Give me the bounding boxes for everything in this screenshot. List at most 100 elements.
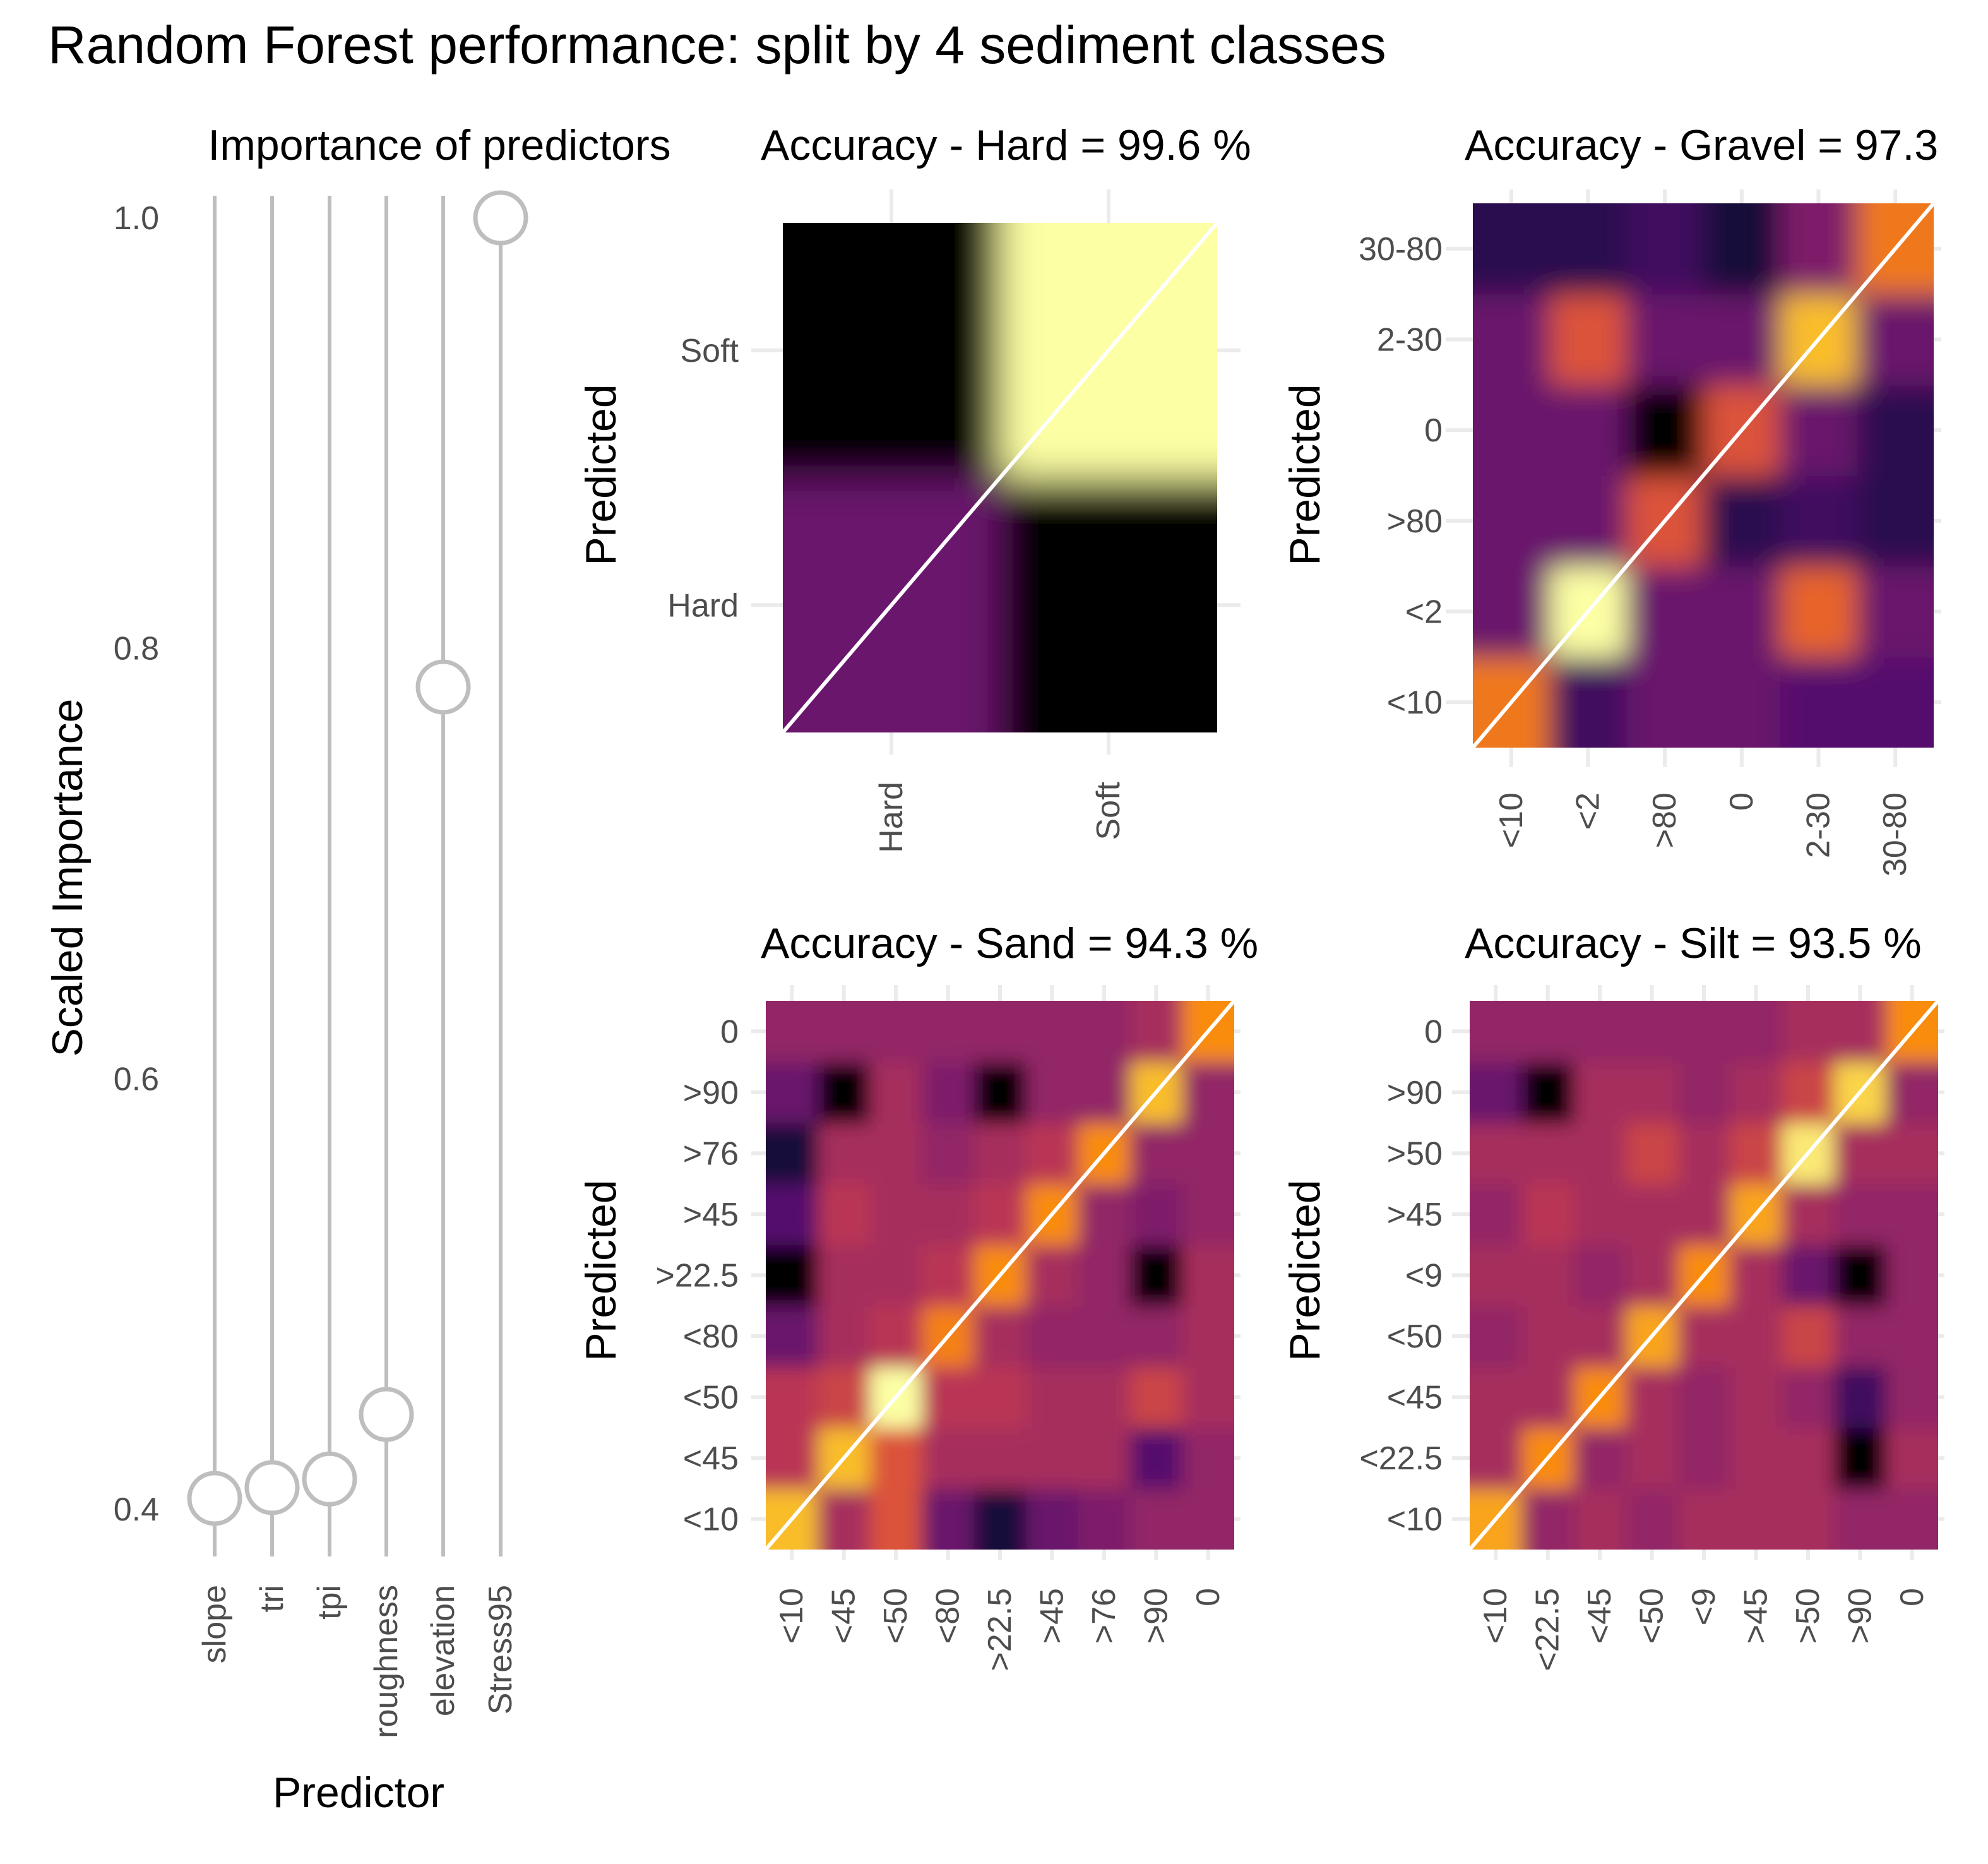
sand-cell-gt45-0	[1026, 1001, 1079, 1063]
importance-point-tpi	[302, 1451, 357, 1507]
silt-y-tick-gt45: >45	[1387, 1197, 1443, 1233]
gravel-cell-gt80-2-30	[1626, 294, 1704, 386]
silt-cell-gt90-gt45	[1834, 1183, 1887, 1246]
sand-x-ticks: <10 <45 <50 <80 >22.5 >45 >76 >90 0	[773, 1588, 1227, 1671]
silt-cell-lt9-gt90	[1677, 1061, 1731, 1124]
sand-cell-gt90-gt76	[1130, 1123, 1183, 1185]
silt-x-tick-lt45: <45	[1581, 1588, 1618, 1644]
silt-cell-gt45-lt9	[1730, 1245, 1783, 1306]
gravel-cell-lt10-gt80	[1473, 475, 1551, 567]
silt-cell-0-lt10	[1886, 1488, 1938, 1550]
silt-cell-lt10-gt50	[1470, 1123, 1523, 1185]
sand-panel-title: Accuracy - Sand = 94.3 %	[761, 919, 1258, 967]
sand-x-tick-gt22-5: >22.5	[982, 1588, 1018, 1671]
importance-y-axis-title: Scaled Importance	[44, 699, 92, 1057]
gravel-x-tick-0: 0	[1723, 792, 1760, 811]
hard-x-tick-hard: Hard	[873, 782, 910, 853]
sand-x-tick-gt76: >76	[1086, 1588, 1122, 1644]
sand-cell-lt10-gt45	[766, 1183, 819, 1246]
sand-x-tick-lt80: <80	[930, 1588, 967, 1644]
gravel-cell-lt2-gt80	[1549, 475, 1628, 567]
silt-x-ticks: <10 <22.5 <45 <50 <9 >45 >50 >90 0	[1477, 1588, 1931, 1671]
sand-cell-gt90-gt22-5	[1130, 1245, 1183, 1306]
importance-point-roughness	[359, 1387, 414, 1442]
sand-cell-gt76-gt22-5	[1078, 1245, 1131, 1306]
sand-cell-lt80-gt45	[922, 1183, 975, 1246]
gravel-cell-lt10-lt2	[1473, 566, 1551, 658]
silt-y-tick-lt10: <10	[1387, 1502, 1443, 1538]
sand-cell-lt10-lt45	[766, 1427, 819, 1490]
gravel-cell-0-gt80	[1703, 475, 1781, 567]
silt-cell-gt45-gt50	[1730, 1123, 1783, 1185]
silt-panel-title: Accuracy - Silt = 93.5 %	[1465, 919, 1922, 967]
sand-cell-gt76-gt45	[1078, 1183, 1131, 1246]
silt-y-tick-lt9: <9	[1405, 1258, 1443, 1294]
silt-cell-lt45-lt10	[1573, 1488, 1627, 1550]
silt-cell-lt10-lt45	[1470, 1366, 1523, 1428]
gravel-x-tick-lt10: <10	[1493, 792, 1530, 848]
silt-cell-gt90-gt50	[1834, 1123, 1887, 1185]
sand-cell-lt10-gt76	[766, 1123, 819, 1185]
sand-cell-gt90-lt50	[1130, 1366, 1183, 1428]
sand-y-tick-lt10: <10	[683, 1502, 739, 1538]
importance-x-tick-elevation: elevation	[425, 1585, 461, 1716]
sand-cell-lt80-lt10	[922, 1488, 975, 1550]
silt-cell-lt10-lt9	[1470, 1245, 1523, 1306]
gravel-y-tick-0: 0	[1424, 412, 1443, 449]
sand-confusion-panel: Accuracy - Sand = 94.3 % Predicted <10 <4…	[577, 919, 1258, 1671]
silt-cell-lt50-lt45	[1626, 1366, 1679, 1428]
hard-y-tick-hard: Hard	[667, 587, 739, 624]
sand-cell-lt50-gt45	[869, 1183, 923, 1246]
sand-cell-lt80-gt90	[922, 1061, 975, 1124]
sand-cell-gt90-lt80	[1130, 1305, 1183, 1368]
sand-cell-lt45-gt76	[818, 1123, 871, 1185]
gravel-cell-2-30-lt10	[1780, 657, 1858, 748]
silt-cell-gt50-lt9	[1782, 1245, 1835, 1306]
silt-cell-lt50-lt10	[1626, 1488, 1679, 1550]
sand-heatmap	[766, 1001, 1234, 1550]
silt-x-tick-lt22-5: <22.5	[1530, 1588, 1566, 1671]
gravel-cell-2-30-gt80	[1780, 475, 1858, 567]
silt-x-tick-gt90: >90	[1842, 1588, 1878, 1644]
silt-cell-lt45-0	[1573, 1001, 1627, 1063]
sand-cell-0-lt45	[1182, 1427, 1234, 1490]
gravel-cell-lt2-0	[1549, 385, 1628, 476]
silt-cell-lt50-0	[1626, 1001, 1679, 1063]
gravel-y-tick-lt10: <10	[1387, 684, 1443, 721]
silt-cell-0-lt22-5	[1886, 1427, 1938, 1490]
sand-cell-gt45-gt76	[1026, 1123, 1079, 1185]
sand-cell-lt45-gt22-5	[818, 1245, 871, 1306]
gravel-cell-0-lt10	[1703, 657, 1781, 748]
silt-cell-gt90-lt10	[1834, 1488, 1887, 1550]
silt-cell-lt10-0	[1470, 1001, 1523, 1063]
sand-cell-lt45-0	[818, 1001, 871, 1063]
sand-cell-lt45-lt50	[818, 1366, 871, 1428]
hard-y-tick-soft: Soft	[681, 333, 739, 369]
importance-x-tick-tri: tri	[254, 1585, 290, 1612]
gravel-cell-30-80-2-30	[1857, 294, 1934, 386]
main-title: Random Forest performance: split by 4 se…	[48, 15, 1386, 75]
silt-cell-0-lt50	[1886, 1305, 1938, 1368]
hard-x-tick-soft: Soft	[1090, 781, 1127, 840]
gravel-y-tick-lt2: <2	[1405, 594, 1443, 631]
silt-x-tick-lt10: <10	[1477, 1588, 1514, 1644]
gravel-x-tick-2-30: 2-30	[1801, 792, 1837, 858]
sand-cell-gt76-lt80	[1078, 1305, 1131, 1368]
gravel-cell-2-30-lt2	[1780, 566, 1858, 658]
sand-cell-lt50-lt45	[869, 1427, 923, 1490]
sand-cell-lt45-lt10	[818, 1488, 871, 1550]
sand-cell-lt45-lt80	[818, 1305, 871, 1368]
silt-confusion-panel: Accuracy - Silt = 93.5 % Predicted <10 <2…	[1281, 919, 1944, 1671]
importance-point-slope	[187, 1471, 242, 1526]
sand-cell-gt76-lt45	[1078, 1427, 1131, 1490]
gravel-cell-30-80-lt10	[1857, 657, 1934, 748]
silt-cell-0-gt50	[1886, 1123, 1938, 1185]
sand-y-tick-gt76: >76	[683, 1135, 739, 1172]
sand-y-tick-gt45: >45	[683, 1197, 739, 1233]
sand-cell-gt76-gt90	[1078, 1061, 1131, 1124]
sand-y-ticks: <10 <45 <50 <80 >22.5 >45 >76 >90 0	[655, 1013, 739, 1538]
gravel-x-tick-30-80: 30-80	[1877, 792, 1914, 876]
importance-point-elevation	[415, 659, 471, 715]
gravel-y-tick-2-30: 2-30	[1377, 322, 1443, 359]
sand-y-tick-gt22-5: >22.5	[655, 1258, 739, 1294]
